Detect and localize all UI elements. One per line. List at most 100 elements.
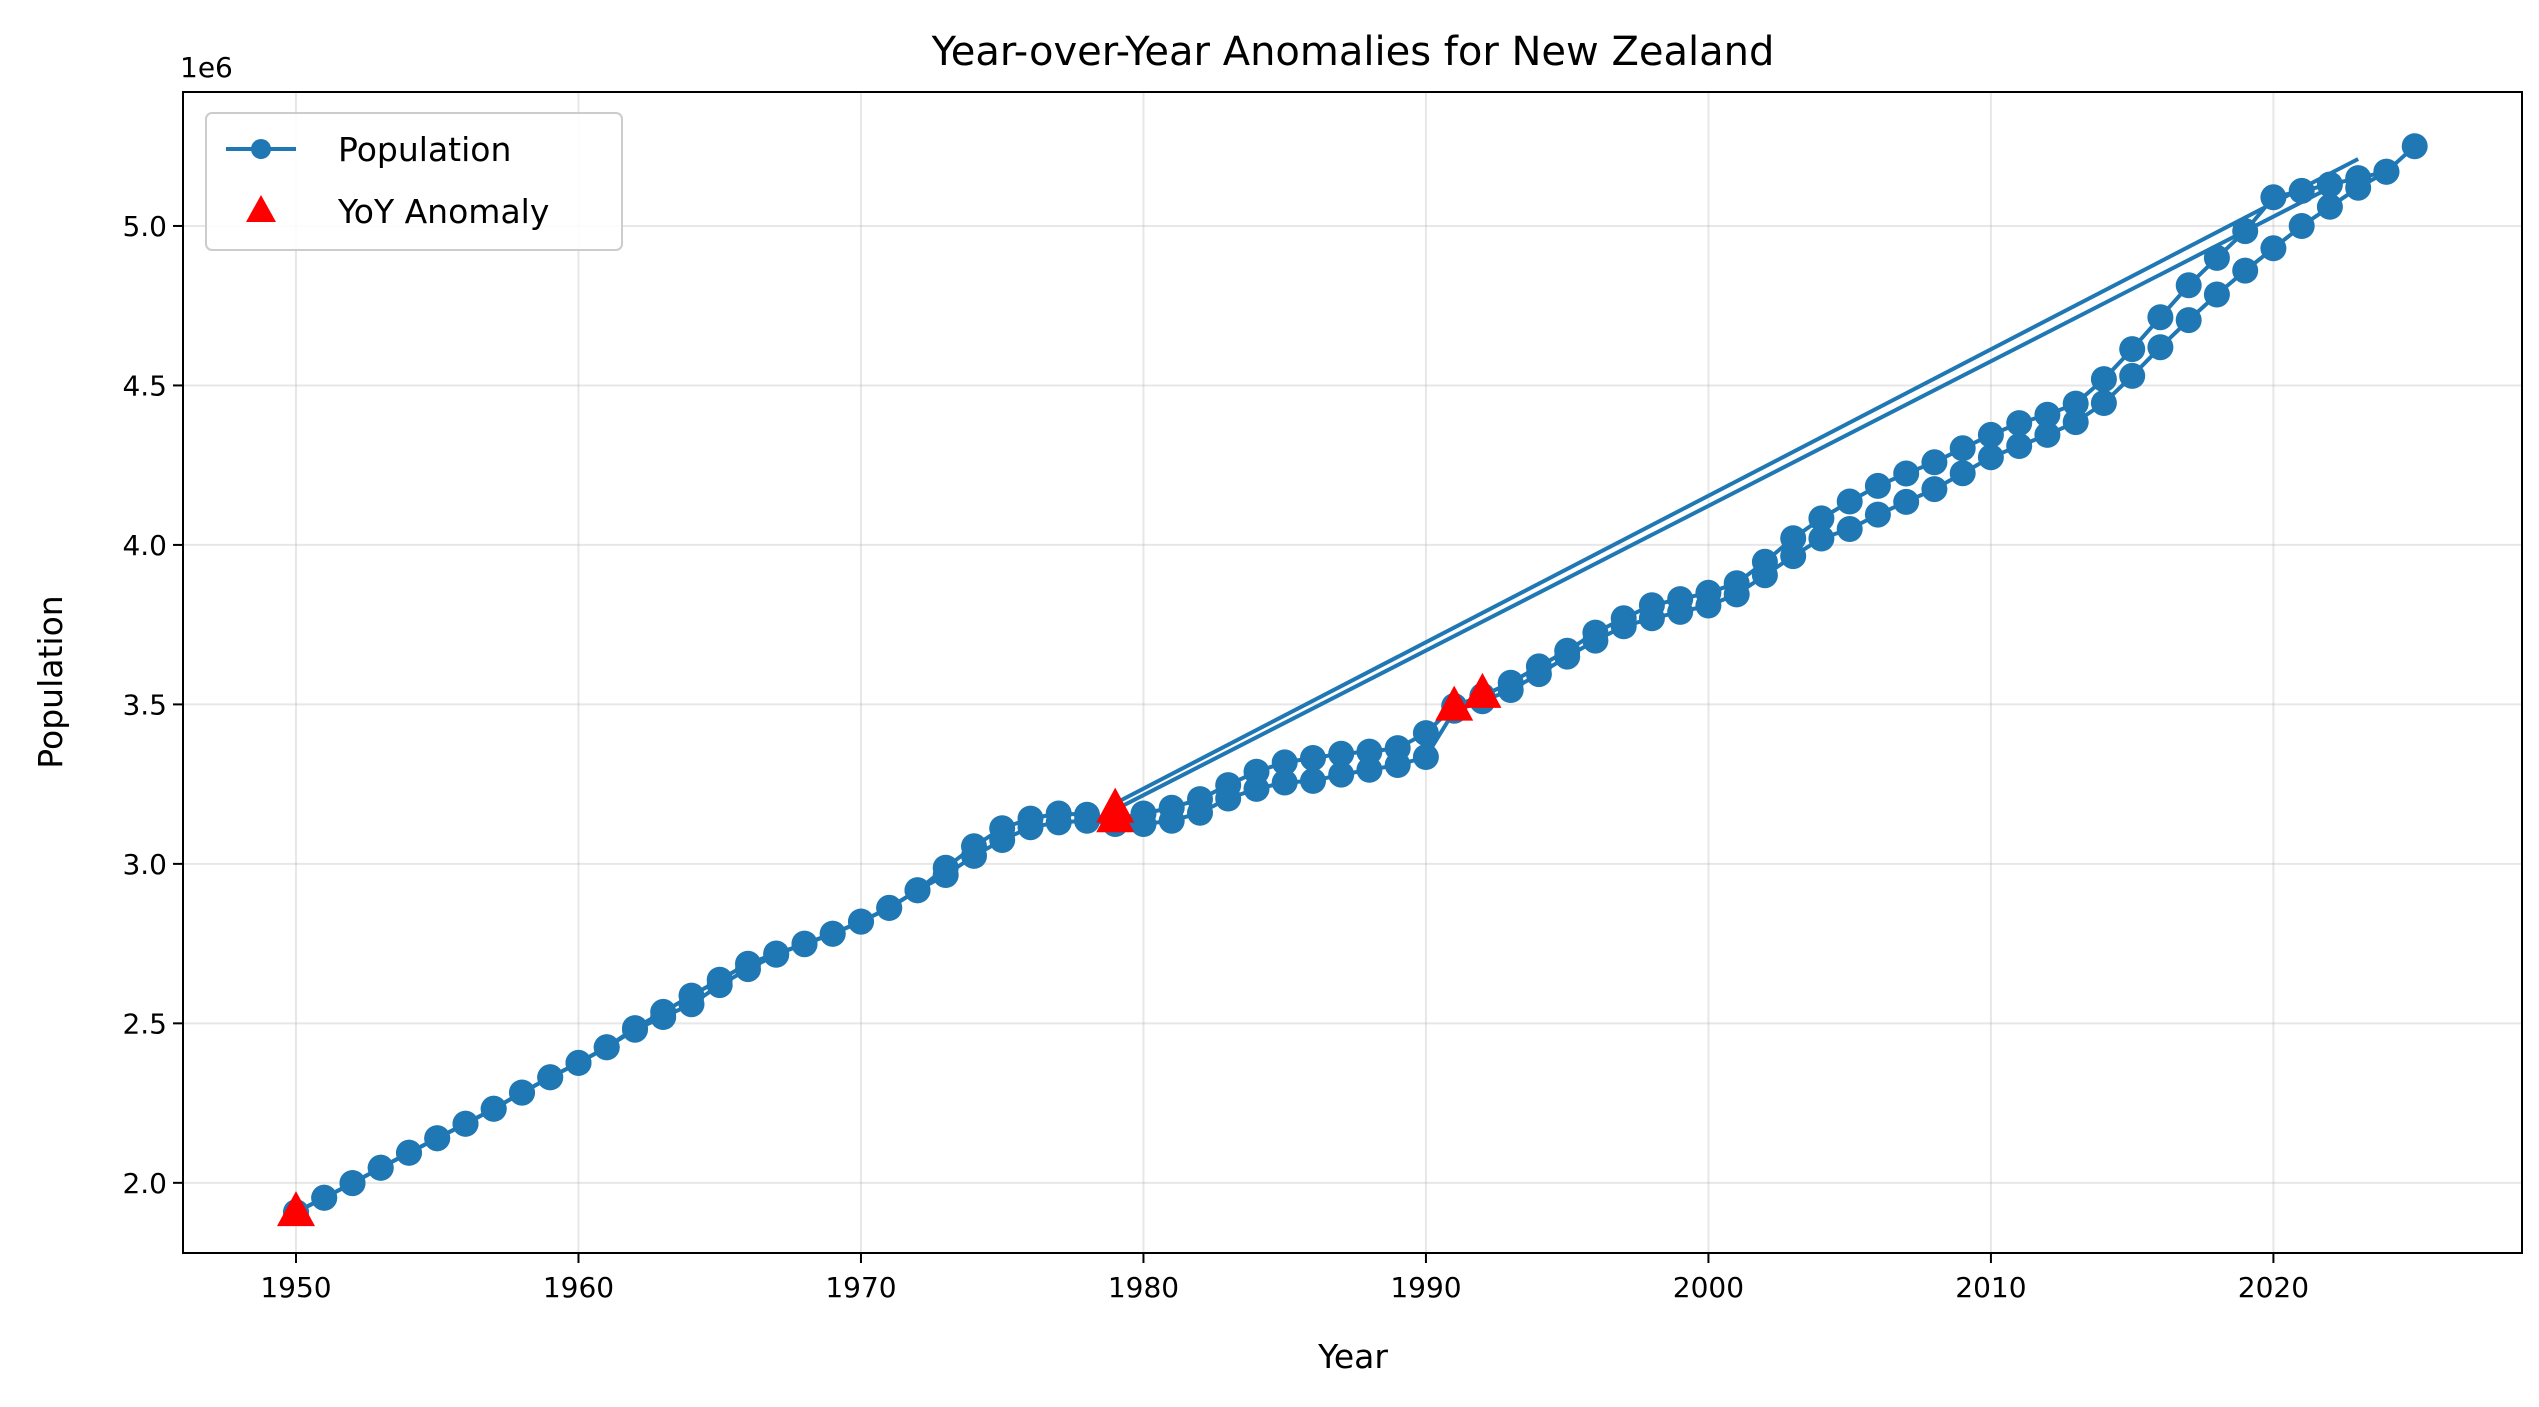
population-point	[1836, 516, 1863, 542]
anomaly-point	[1463, 672, 1502, 708]
anomaly-point	[1435, 685, 1474, 721]
population-point	[1215, 785, 1242, 812]
population-point	[1412, 744, 1439, 770]
legend-box	[205, 112, 623, 251]
population-point	[2260, 184, 2287, 211]
population-point	[678, 991, 705, 1018]
population-series-line	[295, 144, 2417, 1214]
population-point	[1893, 460, 1920, 487]
population-point	[537, 1064, 564, 1091]
population-point	[1977, 421, 2004, 448]
y-tick-label: 2.5	[122, 1007, 167, 1040]
population-point	[1158, 807, 1185, 834]
population-point	[1808, 525, 1835, 552]
population-point	[1328, 761, 1355, 788]
population-point	[1412, 720, 1439, 747]
population-point	[2316, 193, 2343, 220]
x-tick-label: 1950	[260, 1271, 331, 1304]
axes-frame	[182, 91, 2523, 1254]
x-tick-label: 1970	[825, 1271, 896, 1304]
population-point	[2034, 421, 2061, 448]
population-point	[1921, 476, 1948, 503]
population-point	[396, 1139, 422, 1166]
y-axis-offset-label: 1e6	[180, 51, 233, 84]
population-point	[1977, 444, 2004, 471]
population-point	[1751, 562, 1778, 589]
population-point	[509, 1079, 535, 1106]
population-point	[593, 1034, 620, 1061]
population-point	[1921, 449, 1948, 476]
population-point	[622, 1016, 648, 1043]
population-point	[1723, 581, 1750, 608]
population-point	[1074, 807, 1100, 834]
population-point	[1667, 598, 1694, 625]
population-point	[2006, 410, 2033, 437]
x-tick-label: 2000	[1673, 1271, 1744, 1304]
population-point	[650, 1004, 677, 1030]
legend-anomaly-label: YoY Anomaly	[337, 192, 549, 231]
population-point	[2175, 272, 2202, 299]
population-point	[932, 862, 959, 888]
population-point	[1384, 752, 1411, 778]
population-point	[1638, 605, 1665, 632]
population-point	[876, 894, 903, 921]
grid-lines	[183, 92, 2522, 1253]
y-axis-label: Population	[31, 595, 70, 768]
population-point	[480, 1095, 507, 1122]
y-tick-label: 3.0	[122, 848, 167, 881]
population-point	[2232, 257, 2259, 284]
population-point	[2147, 334, 2174, 361]
population-point	[735, 956, 761, 983]
population-point	[763, 941, 790, 968]
population-point	[2006, 433, 2033, 459]
anomaly-point	[276, 1191, 315, 1227]
population-point	[791, 930, 818, 957]
population-point	[989, 827, 1016, 853]
population-point	[1300, 745, 1326, 771]
population-point	[1356, 738, 1383, 765]
population-point	[2260, 235, 2287, 262]
population-series-line	[1114, 185, 2331, 812]
population-point	[367, 1154, 394, 1181]
population-point	[2119, 362, 2146, 389]
population-point	[2090, 390, 2117, 416]
population-point	[1554, 643, 1581, 670]
population-point	[1695, 592, 1722, 619]
population-point	[2203, 281, 2230, 308]
population-point	[339, 1170, 366, 1197]
population-point	[424, 1125, 451, 1152]
population-point	[1300, 767, 1326, 794]
population-point	[819, 920, 846, 947]
population-point	[1864, 501, 1891, 528]
y-tick-label: 3.5	[122, 688, 167, 721]
y-tick-label: 5.0	[122, 210, 167, 243]
population-point	[1187, 799, 1213, 826]
population-point	[311, 1184, 338, 1211]
population-point	[2345, 174, 2372, 201]
population-point	[2062, 390, 2089, 417]
legend-population-marker	[251, 139, 271, 159]
plot-area	[276, 133, 2428, 1227]
population-point	[706, 972, 733, 999]
population-point	[2232, 218, 2259, 245]
population-point	[1525, 661, 1552, 688]
population-point	[1949, 460, 1976, 487]
legend: Population YoY Anomaly	[205, 112, 623, 251]
y-axis-ticks: 2.0 2.5 3.0 3.5 4.0 4.5 5.0	[122, 210, 183, 1200]
y-tick-label: 4.5	[122, 369, 167, 402]
population-point	[2175, 307, 2202, 334]
population-point	[452, 1110, 479, 1137]
population-point	[2373, 158, 2400, 185]
population-point	[2288, 213, 2315, 239]
y-tick-label: 2.0	[122, 1167, 167, 1200]
legend-population-label: Population	[338, 130, 511, 169]
population-point	[1243, 775, 1270, 802]
population-point	[1497, 677, 1524, 703]
population-series-line	[1114, 157, 2360, 806]
population-point	[848, 908, 874, 935]
population-point	[1582, 627, 1609, 654]
population-point	[961, 842, 987, 869]
population-point	[1949, 435, 1976, 462]
population-point	[1130, 811, 1157, 837]
